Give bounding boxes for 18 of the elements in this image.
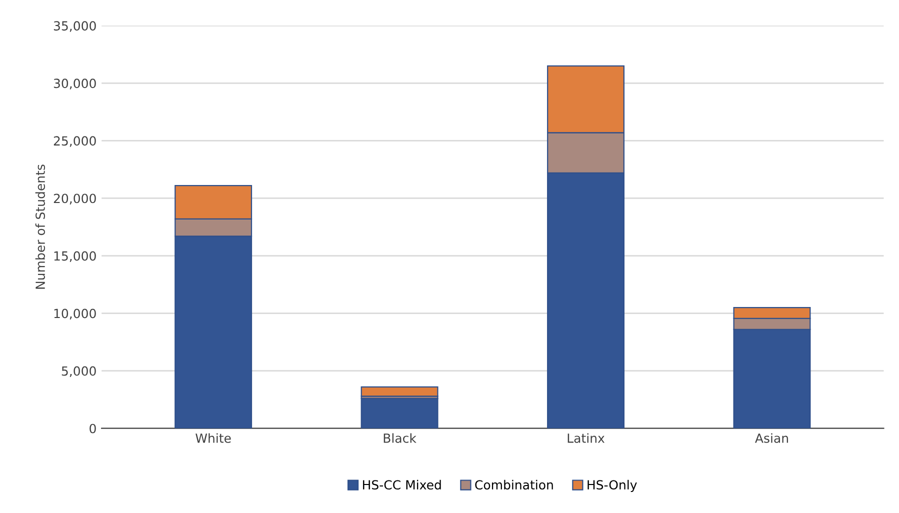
legend-label: HS-CC Mixed [363,480,441,490]
y-tick-label: 5,000 [62,366,96,378]
bar [360,386,438,397]
y-tick-label: 15,000 [54,251,96,262]
x-tick-label: Asian [755,433,788,443]
y-tick-label: 20,000 [54,194,96,204]
legend-label: HS-Only [588,480,637,492]
y-tick-label: 35,000 [54,21,96,32]
y-tick-label: 0 [90,424,96,434]
legend-label: Combination [475,480,553,490]
bar [360,398,438,428]
x-tick-label: Black [384,433,416,443]
y-tick-label: 25,000 [54,136,96,147]
x-tick-label: White [196,433,231,443]
y-tick-label: 10,000 [54,308,96,320]
x-tick-label: Latinx [568,433,605,443]
y-axis-title: Number of Students [35,164,46,289]
y-tick-label: 30,000 [54,78,96,90]
